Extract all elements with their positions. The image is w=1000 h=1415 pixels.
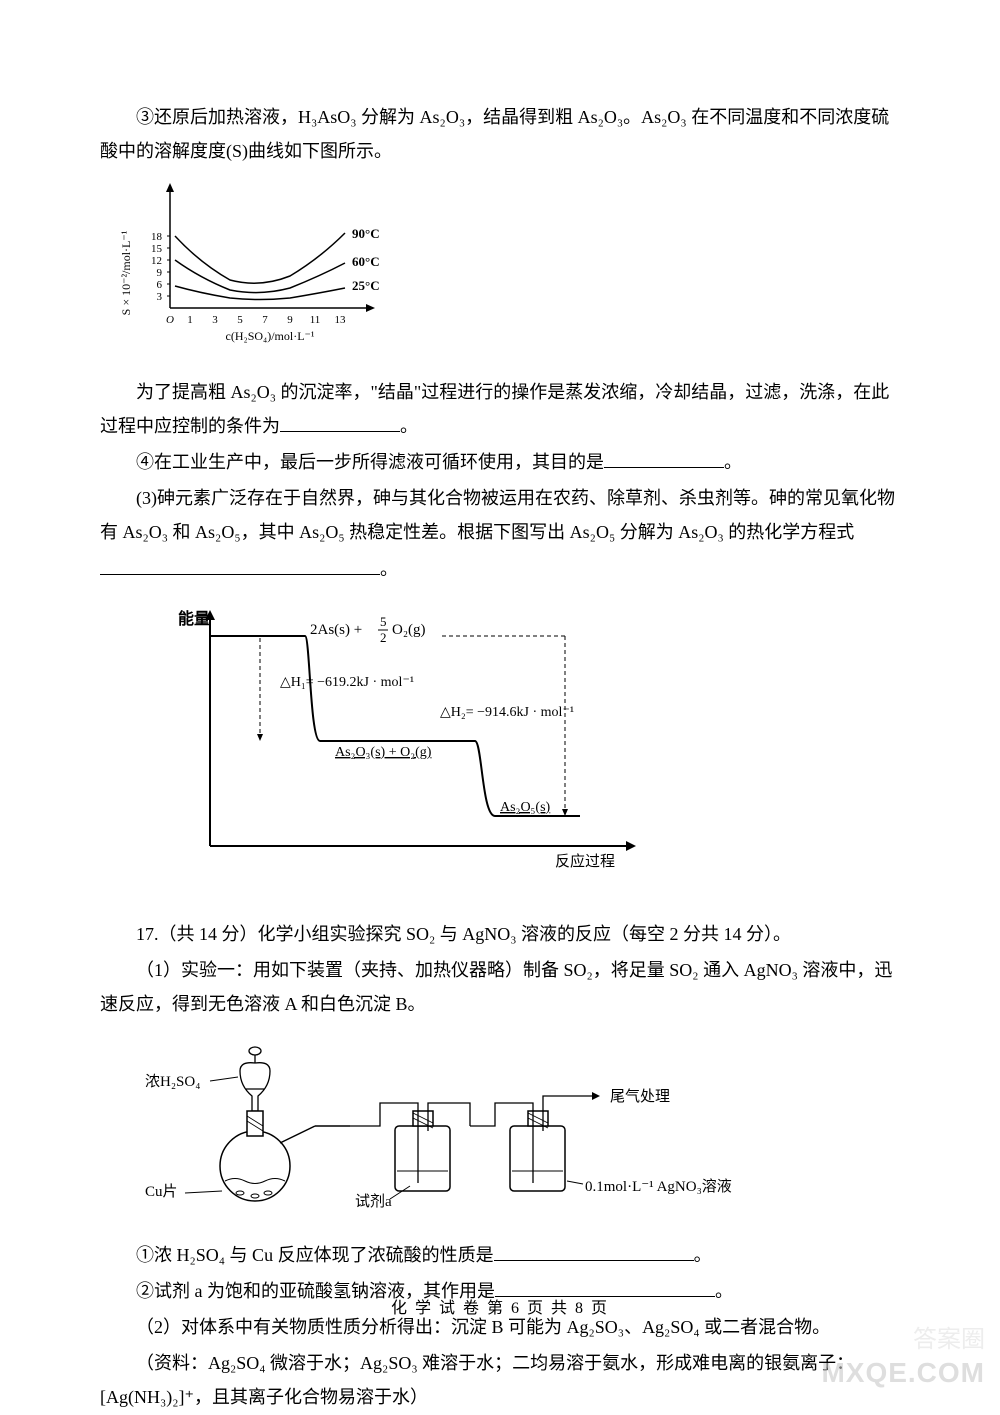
svg-text:2As(s) +: 2As(s) + <box>310 622 362 638</box>
svg-text:12: 12 <box>151 255 162 267</box>
svg-text:S × 10⁻²/mol·L⁻¹: S × 10⁻²/mol·L⁻¹ <box>120 231 133 316</box>
svg-text:c(H₂SO₄)/mol·L⁻¹: c(H₂SO₄)/mol·L⁻¹ <box>226 329 315 343</box>
svg-text:6: 6 <box>157 279 163 291</box>
blank-condition <box>280 414 400 432</box>
text-p2b: 。 <box>400 416 418 436</box>
blank-purpose <box>604 450 724 468</box>
svg-text:5: 5 <box>237 314 243 326</box>
svg-text:3: 3 <box>212 314 218 326</box>
text-p3b: 。 <box>724 452 742 472</box>
paragraph-3-reduction: ③还原后加热溶液，H₃AsO₃ 分解为 As₂O₃，结晶得到粗 As₂O₃。As… <box>100 100 900 168</box>
svg-text:反应过程: 反应过程 <box>555 852 615 870</box>
page-footer: 化 学 试 卷 第 6 页 共 8 页 <box>0 1294 1000 1324</box>
svg-text:O: O <box>166 314 174 326</box>
energy-diagram: 2As(s) + 5 2 O₂(g) As₂O₃(s) + O₂(g) △H₁=… <box>160 596 900 887</box>
q17-reference: （资料：Ag₂SO₄ 微溶于水；Ag₂SO₃ 难溶于水；二均易溶于氨水，形成难电… <box>100 1346 900 1414</box>
blank-property <box>494 1243 694 1261</box>
svg-text:试剂a: 试剂a <box>355 1193 392 1210</box>
paragraph-recycle: ④在工业生产中，最后一步所得滤液可循环使用，其目的是 。 <box>100 445 900 479</box>
q17-part1: （1）实验一：用如下装置（夹持、加热仪器略）制备 SO₂，将足量 SO₂ 通入 … <box>100 953 900 1021</box>
text-q17-1-1a: ①浓 H₂SO₄ 与 Cu 反应体现了浓硫酸的性质是 <box>136 1245 494 1265</box>
paragraph-arsenic-element: (3)砷元素广泛存在于自然界，砷与其化合物被运用在农药、除草剂、杀虫剂等。砷的常… <box>100 481 900 549</box>
svg-text:7: 7 <box>262 314 268 326</box>
paragraph-crystallization: 为了提高粗 As₂O₃ 的沉淀率，"结晶"过程进行的操作是蒸发浓缩，冷却结晶，过… <box>100 375 900 443</box>
text-p3a: ④在工业生产中，最后一步所得滤液可循环使用，其目的是 <box>136 452 604 472</box>
svg-text:能量: 能量 <box>178 609 210 628</box>
svg-text:浓H₂SO₄: 浓H₂SO₄ <box>145 1073 200 1090</box>
svg-text:9: 9 <box>157 267 163 279</box>
text-p4b: 。 <box>380 559 398 579</box>
svg-text:90°C: 90°C <box>352 226 380 241</box>
svg-text:25°C: 25°C <box>352 278 380 293</box>
svg-text:13: 13 <box>335 314 347 326</box>
text-p2a: 为了提高粗 As₂O₃ 的沉淀率，"结晶"过程进行的操作是蒸发浓缩，冷却结晶，过… <box>100 382 889 436</box>
blank-equation <box>100 557 380 575</box>
svg-text:0.1mol·L⁻¹ AgNO₃溶液: 0.1mol·L⁻¹ AgNO₃溶液 <box>585 1178 732 1195</box>
svg-text:尾气处理: 尾气处理 <box>610 1088 670 1105</box>
svg-text:11: 11 <box>310 314 321 326</box>
q17-1-1: ①浓 H₂SO₄ 与 Cu 反应体现了浓硫酸的性质是 。 <box>100 1238 900 1272</box>
svg-text:18: 18 <box>151 231 163 243</box>
svg-text:O₂(g): O₂(g) <box>392 622 426 638</box>
svg-text:As₂O₅(s): As₂O₅(s) <box>500 800 551 815</box>
paragraph-equation-blank: 。 <box>100 552 900 586</box>
solubility-chart: 3 6 9 12 15 18 O 1 3 5 7 9 11 13 90°C 60… <box>120 178 900 364</box>
svg-text:3: 3 <box>157 291 163 303</box>
svg-text:As₂O₃(s) + O₂(g): As₂O₃(s) + O₂(g) <box>335 745 432 760</box>
svg-text:Cu片: Cu片 <box>145 1183 178 1200</box>
svg-text:△H₁= −619.2kJ · mol⁻¹: △H₁= −619.2kJ · mol⁻¹ <box>280 675 414 690</box>
svg-text:15: 15 <box>151 243 163 255</box>
svg-text:△H₂= −914.6kJ · mol⁻¹: △H₂= −914.6kJ · mol⁻¹ <box>440 705 574 720</box>
watermark-en: MXQE.COM <box>821 1346 985 1399</box>
svg-text:2: 2 <box>380 630 387 645</box>
q17-stem: 17.（共 14 分）化学小组实验探究 SO₂ 与 AgNO₃ 溶液的反应（每空… <box>100 917 900 951</box>
svg-text:9: 9 <box>287 314 293 326</box>
svg-text:5: 5 <box>380 614 387 629</box>
text-q17-1-1b: 。 <box>694 1245 712 1265</box>
apparatus-diagram: 浓H₂SO₄ Cu片 试剂a 0.1mol·L⁻¹ AgNO₃溶液 尾气处理 <box>140 1031 900 1227</box>
svg-text:60°C: 60°C <box>352 254 380 269</box>
svg-text:1: 1 <box>187 314 193 326</box>
